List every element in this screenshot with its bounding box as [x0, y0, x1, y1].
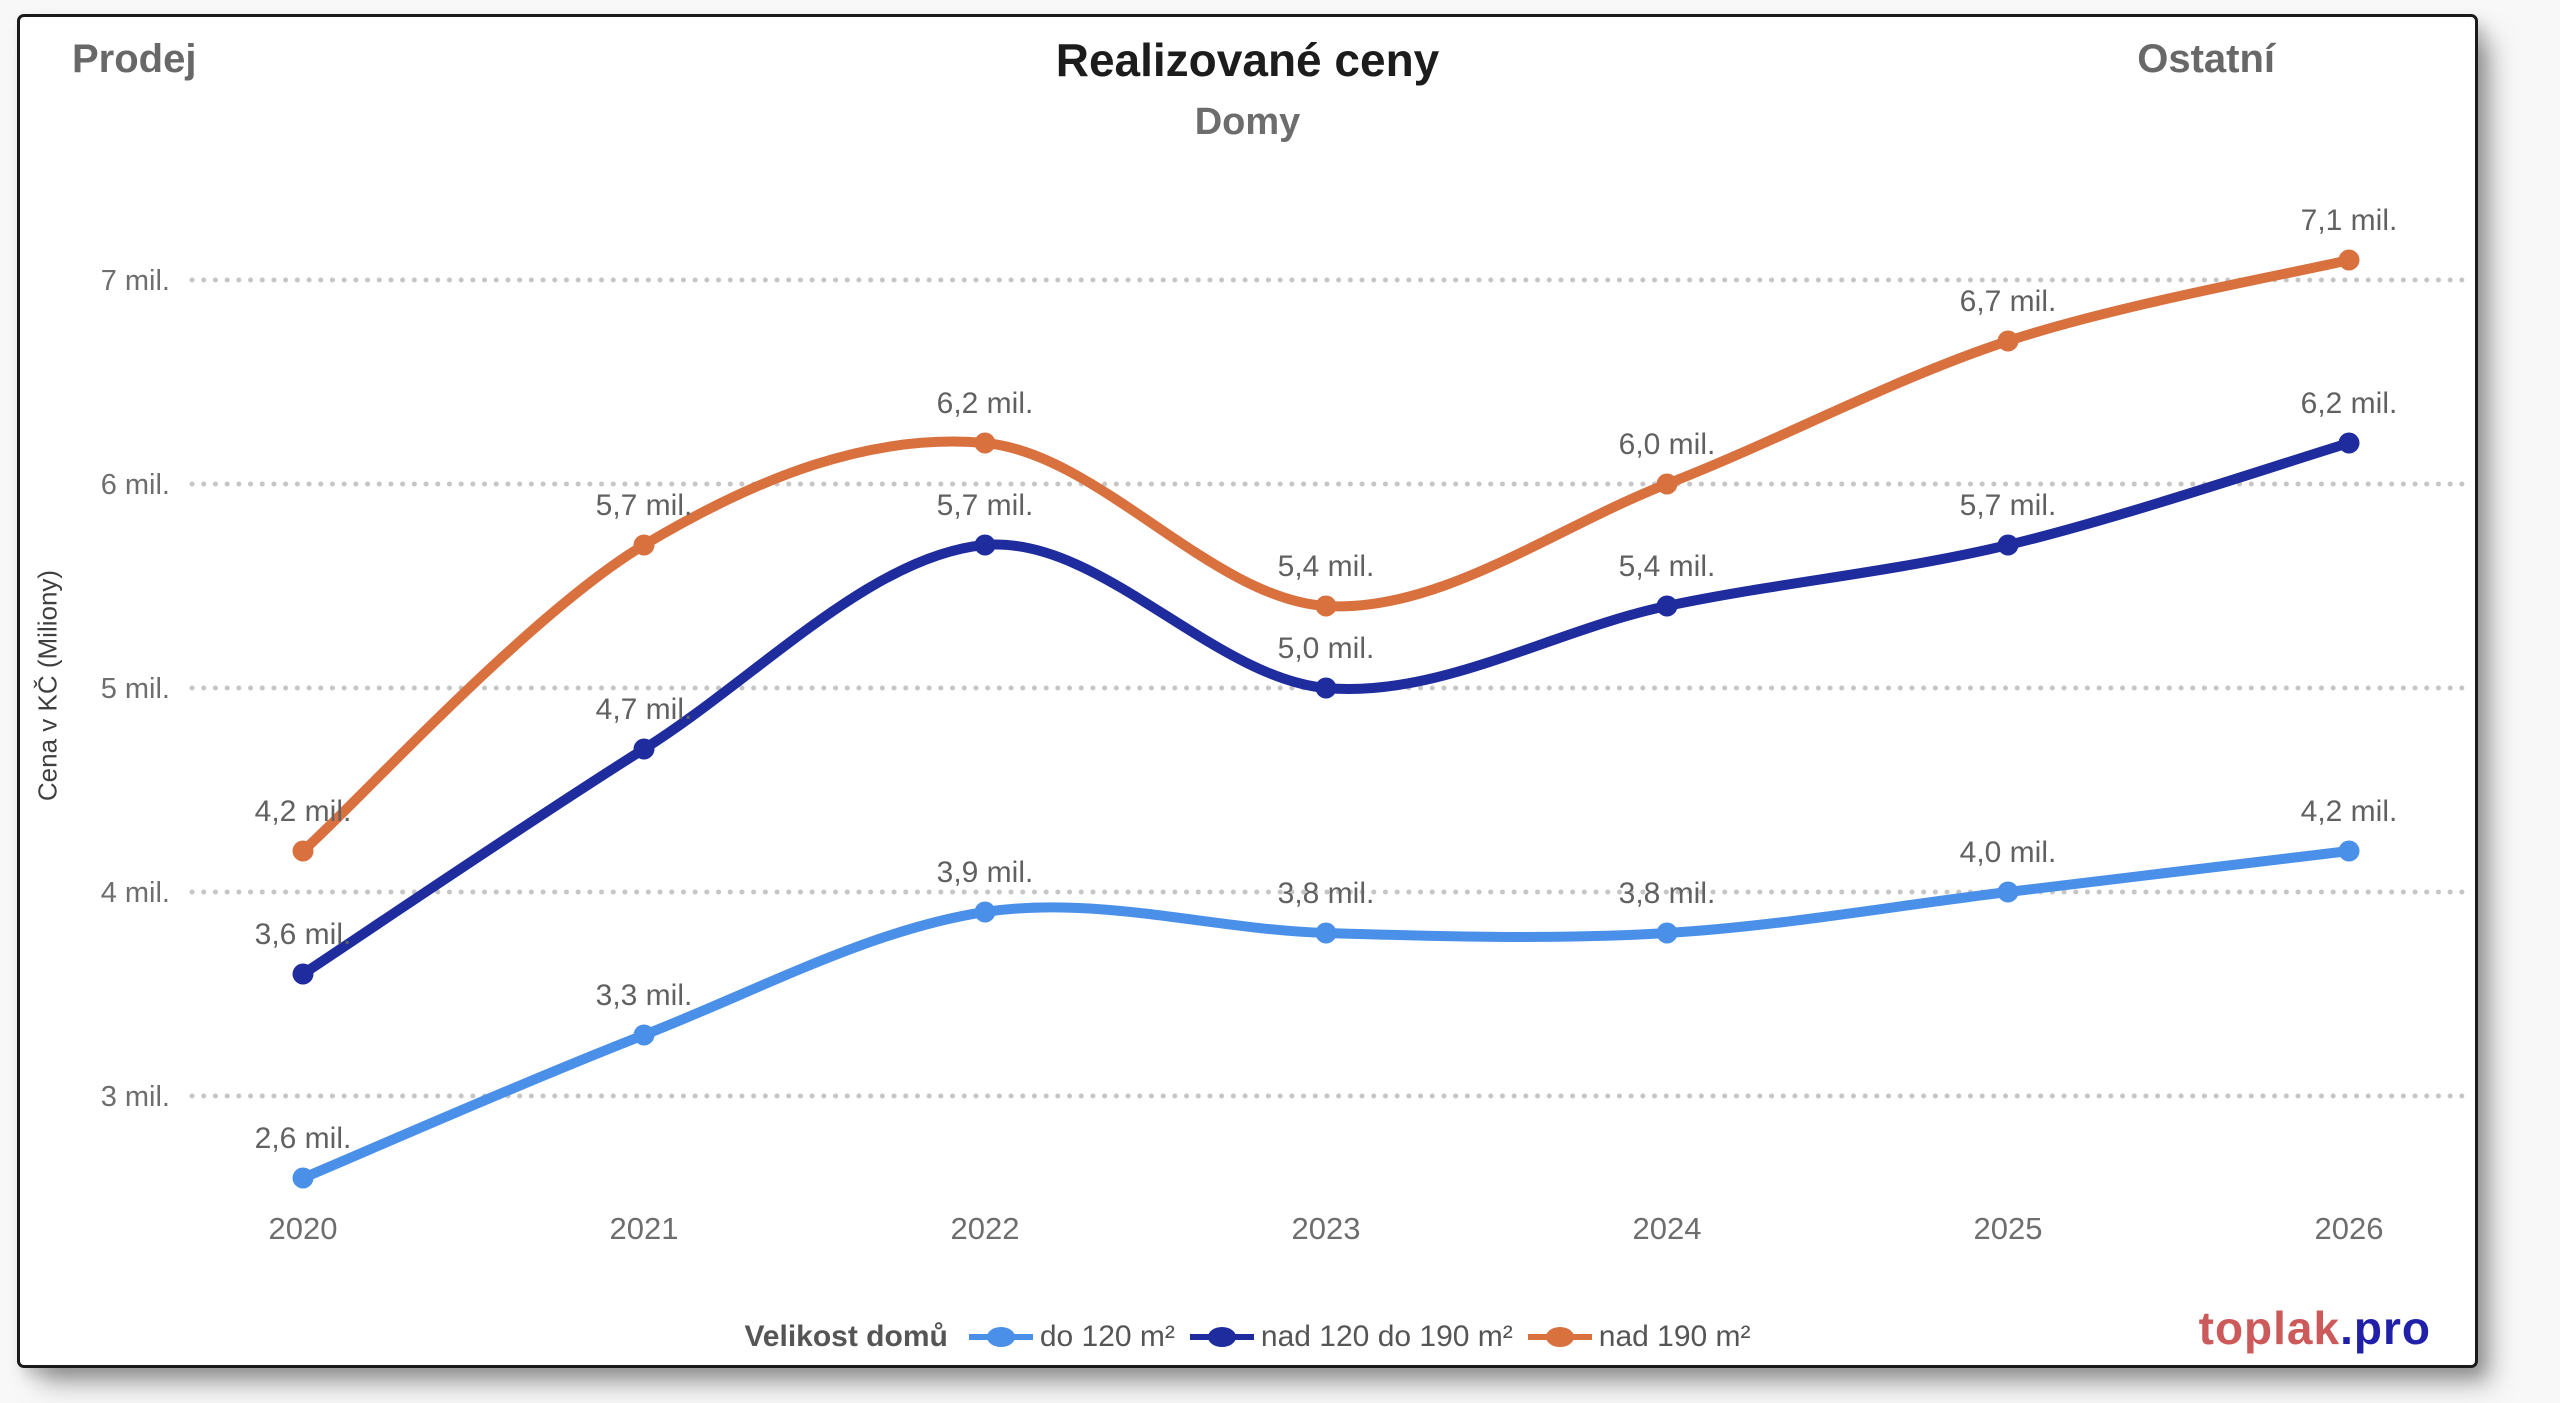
series-do-120-m--point [1315, 922, 1337, 944]
y-tick-label: 5 mil. [101, 673, 170, 705]
legend-marker-icon [1189, 1327, 1254, 1347]
legend-item-nad-190-m-: nad 190 m² [1527, 1320, 1751, 1354]
data-point-label: 6,7 mil. [1960, 285, 2057, 318]
brand-logo-secondary: .pro [2340, 1302, 2431, 1354]
series-nad-190-m--point [1997, 330, 2019, 352]
y-tick-label: 3 mil. [101, 1081, 170, 1113]
data-point-label: 4,2 mil. [255, 795, 352, 828]
data-point-label: 2,6 mil. [255, 1122, 352, 1155]
series-nad-120-do-190-m--point [292, 963, 314, 985]
series-do-120-m--point [1997, 881, 2019, 903]
series-nad-190-m--point [633, 534, 655, 556]
data-point-label: 4,7 mil. [596, 693, 693, 726]
legend-marker-icon [1527, 1327, 1592, 1347]
legend-item-label: nad 120 do 190 m² [1260, 1320, 1513, 1353]
y-tick-label: 6 mil. [101, 469, 170, 501]
data-point-label: 3,8 mil. [1619, 877, 1716, 910]
data-point-label: 3,3 mil. [596, 979, 693, 1012]
data-point-label: 4,0 mil. [1960, 836, 2057, 869]
y-tick-label: 4 mil. [101, 877, 170, 909]
series-nad-190-m--point [2338, 249, 2360, 271]
x-tick-label: 2022 [951, 1211, 1020, 1246]
series-nad-120-do-190-m--point [1656, 595, 1678, 617]
brand-logo: toplak.pro [2199, 1301, 2431, 1355]
x-tick-label: 2026 [2315, 1211, 2384, 1246]
x-tick-label: 2024 [1633, 1211, 1702, 1246]
data-point-label: 5,7 mil. [1960, 489, 2057, 522]
data-point-label: 5,0 mil. [1278, 632, 1375, 665]
price-line-chart: 7 mil. 6 mil. 5 mil. 4 mil. 3 mil. 2020 2021 20… [101, 204, 2465, 1246]
series-nad-190-m--point [1656, 473, 1678, 495]
series-nad-190-m- [292, 249, 2360, 862]
x-tick-label: 2025 [1974, 1211, 2043, 1246]
top-left-label: Prodej [72, 37, 197, 81]
data-point-label: 3,8 mil. [1278, 877, 1375, 910]
series-do-120-m--point [292, 1167, 314, 1189]
series-do-120-m--point [2338, 840, 2360, 862]
data-point-label: 3,9 mil. [937, 856, 1034, 889]
series-nad-190-m--point [974, 432, 996, 454]
data-point-label: 5,7 mil. [937, 489, 1034, 522]
data-point-label: 6,2 mil. [2301, 387, 2398, 420]
legend-item-do-120-m-: do 120 m² [968, 1320, 1175, 1354]
x-tick-label: 2020 [269, 1211, 338, 1246]
legend-item-label: do 120 m² [1039, 1320, 1175, 1353]
series-nad-120-do-190-m--point [1997, 534, 2019, 556]
legend-marker-icon [968, 1327, 1033, 1347]
y-tick-label: 7 mil. [101, 265, 170, 297]
top-right-label: Ostatní [2137, 37, 2275, 81]
chart-frame: Prodej Realizované ceny Domy Ostatní Cen… [17, 14, 2478, 1368]
data-point-label: 4,2 mil. [2301, 795, 2398, 828]
data-point-label: 3,6 mil. [255, 918, 352, 951]
chart-subtitle: Domy [1194, 101, 1301, 143]
data-point-label: 6,0 mil. [1619, 428, 1716, 461]
brand-logo-primary: toplak [2198, 1302, 2341, 1354]
x-tick-label: 2021 [610, 1211, 679, 1246]
legend-item-label: nad 190 m² [1598, 1320, 1751, 1353]
series-nad-120-do-190-m--point [1315, 677, 1337, 699]
series-nad-120-do-190-m--point [2338, 432, 2360, 454]
data-point-label: 5,4 mil. [1619, 550, 1716, 583]
x-tick-label: 2023 [1292, 1211, 1361, 1246]
data-point-label: 5,4 mil. [1278, 550, 1375, 583]
series-do-120-m--point [974, 901, 996, 923]
series-do-120-m--point [633, 1024, 655, 1046]
series-nad-190-m--point [1315, 595, 1337, 617]
data-point-label: 5,7 mil. [596, 489, 693, 522]
series-nad-120-do-190-m--point [974, 534, 996, 556]
series-do-120-m--point [1656, 922, 1678, 944]
chart-legend: Velikost domů do 120 m² nad 120 do 190 m²… [20, 1313, 2475, 1361]
chart-title: Realizované ceny [1055, 34, 1440, 86]
series-nad-120-do-190-m- [292, 432, 2360, 985]
legend-item-nad-120-do-190-m-: nad 120 do 190 m² [1189, 1320, 1513, 1354]
data-point-label: 7,1 mil. [2301, 204, 2398, 237]
legend-title: Velikost domů [744, 1320, 948, 1353]
series-do-120-m- [292, 840, 2360, 1189]
data-point-label: 6,2 mil. [937, 387, 1034, 420]
series-nad-190-m--point [292, 840, 314, 862]
series-nad-120-do-190-m--point [633, 738, 655, 760]
